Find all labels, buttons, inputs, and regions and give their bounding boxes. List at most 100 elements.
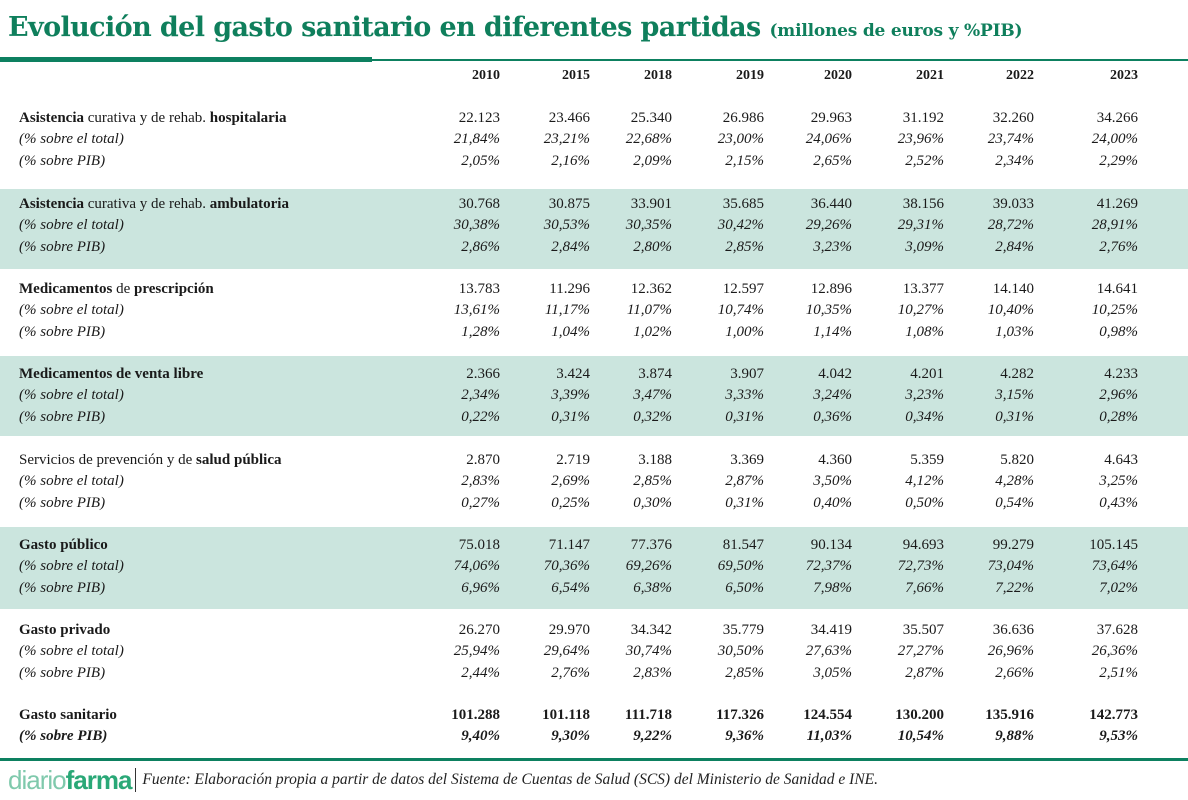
table-row-share: (% sobre el total) 2,34% 3,39% 3,47% 3,33% 3,… (0, 387, 1188, 408)
cell-2019: 2,85% (725, 238, 764, 255)
cell-2022: 135.916 (985, 707, 1034, 723)
cell-2010: 21,84% (453, 131, 500, 148)
footer: diariofarma Fuente: Elaboración propia a… (8, 765, 878, 795)
row-label: Medicamentos de venta libre (19, 366, 203, 383)
year-header-2022: 2022 (1006, 68, 1034, 83)
cell-2015: 2,84% (551, 238, 590, 255)
row-label-part: Asistencia (19, 196, 84, 212)
year-header-2018: 2018 (644, 68, 672, 83)
cell-2022: 0,54% (995, 494, 1034, 511)
cell-2015: 6,54% (551, 579, 590, 596)
row-label: (% sobre PIB) (19, 408, 106, 425)
row-label: (% sobre PIB) (19, 664, 106, 681)
cell-2019: 2,85% (725, 664, 764, 681)
row-label: (% sobre PIB) (19, 323, 106, 340)
cell-2010: 2.870 (466, 452, 500, 468)
cell-2015: 30,53% (543, 217, 590, 234)
cell-2021: 4.201 (910, 366, 944, 382)
table-row-share: (% sobre el total) 2,83% 2,69% 2,85% 2,87% 3,… (0, 473, 1188, 494)
row-group-band (0, 527, 1188, 609)
cell-2023: 142.773 (1089, 707, 1138, 723)
cell-2018: 0,32% (633, 408, 672, 425)
cell-2019: 10,74% (717, 302, 764, 319)
cell-2020: 124.554 (803, 707, 852, 723)
cell-2015: 3,39% (551, 387, 590, 404)
cell-2023: 7,02% (1099, 579, 1138, 596)
cell-2020: 11,03% (806, 728, 852, 745)
cell-2015: 23.466 (548, 110, 590, 126)
table-row-share: (% sobre PIB) 9,40% 9,30% 9,22% 9,36% 11,03% 1… (0, 728, 1188, 749)
cell-2022: 4,28% (995, 473, 1034, 490)
cell-2019: 35.685 (722, 196, 764, 212)
cell-2019: 12.597 (722, 281, 764, 297)
table-row-category: Gasto privado 26.270 29.970 34.342 35.779 34.… (0, 622, 1188, 643)
cell-2019: 0,31% (725, 408, 764, 425)
row-label: (% sobre PIB) (19, 579, 106, 596)
cell-2022: 3,15% (995, 387, 1034, 404)
diariofarma-logo: diariofarma (8, 765, 132, 795)
cell-2022: 0,31% (995, 408, 1034, 425)
cell-2021: 38.156 (902, 196, 944, 212)
cell-2015: 0,25% (551, 494, 590, 511)
cell-2010: 0,27% (461, 494, 500, 511)
row-label-part: prescripción (133, 281, 214, 297)
cell-2018: 3,47% (633, 387, 672, 404)
cell-2020: 36.440 (810, 196, 852, 212)
cell-2022: 14.140 (992, 281, 1034, 297)
cell-2021: 5.359 (910, 452, 944, 468)
cell-2015: 0,31% (551, 408, 590, 425)
cell-2023: 0,98% (1099, 323, 1138, 340)
cell-2019: 3,33% (725, 387, 764, 404)
cell-2015: 29.970 (548, 622, 590, 638)
cell-2020: 10,35% (805, 302, 852, 319)
cell-2010: 13.783 (458, 281, 500, 297)
cell-2015: 70,36% (543, 558, 590, 575)
row-label-part: Medicamentos (19, 281, 113, 297)
year-header-2021: 2021 (916, 68, 944, 83)
cell-2021: 7,66% (905, 579, 944, 596)
table-row-share: (% sobre PIB) 1,28% 1,04% 1,02% 1,00% 1,14% 1,… (0, 324, 1188, 345)
cell-2019: 26.986 (722, 110, 764, 126)
cell-2015: 2,16% (551, 152, 590, 169)
cell-2020: 12.896 (810, 281, 852, 297)
row-label-part: Gasto sanitario (19, 707, 117, 723)
year-header-row: 2010 2015 2018 2019 2020 2021 2022 2023 (0, 68, 1188, 88)
cell-2018: 9,22% (633, 728, 672, 745)
table-row-share: (% sobre PIB) 0,27% 0,25% 0,30% 0,31% 0,40% 0,… (0, 495, 1188, 516)
cell-2021: 35.507 (902, 622, 944, 638)
cell-2015: 30.875 (548, 196, 590, 212)
cell-2010: 2,44% (461, 664, 500, 681)
table-row-share: (% sobre PIB) 0,22% 0,31% 0,32% 0,31% 0,36% 0,… (0, 409, 1188, 430)
cell-2018: 2,80% (633, 238, 672, 255)
year-header-2010: 2010 (472, 68, 500, 83)
cell-2020: 29,26% (805, 217, 852, 234)
cell-2015: 9,30% (551, 728, 590, 745)
cell-2023: 28,91% (1091, 217, 1138, 234)
cell-2018: 3.874 (638, 366, 672, 382)
table-row-category: Gasto sanitario 101.288 101.118 111.718 117.… (0, 707, 1188, 728)
cell-2021: 0,34% (905, 408, 944, 425)
cell-2010: 2,83% (461, 473, 500, 490)
year-header-2015: 2015 (562, 68, 590, 83)
cell-2018: 33.901 (630, 196, 672, 212)
row-label: (% sobre el total) (19, 217, 124, 234)
cell-2019: 30,42% (717, 217, 764, 234)
cell-2019: 81.547 (722, 537, 764, 553)
page-title: Evolución del gasto sanitario en diferen… (8, 12, 1023, 43)
cell-2015: 3.424 (556, 366, 590, 382)
cell-2015: 29,64% (543, 643, 590, 660)
cell-2010: 13,61% (453, 302, 500, 319)
row-label-part: salud pública (196, 452, 282, 468)
cell-2010: 25,94% (453, 643, 500, 660)
row-label: Servicios de prevención y de salud públi… (19, 452, 282, 469)
cell-2010: 22.123 (458, 110, 500, 126)
cell-2010: 30,38% (453, 217, 500, 234)
table-row-category: Medicamentos de venta libre 2.366 3.424 3.8… (0, 366, 1188, 387)
row-label-part: ambulatoria (209, 196, 289, 212)
cell-2021: 72,73% (897, 558, 944, 575)
cell-2020: 4.042 (818, 366, 852, 382)
cell-2019: 30,50% (717, 643, 764, 660)
cell-2023: 14.641 (1096, 281, 1138, 297)
cell-2023: 105.145 (1089, 537, 1138, 553)
cell-2015: 11,17% (544, 302, 590, 319)
